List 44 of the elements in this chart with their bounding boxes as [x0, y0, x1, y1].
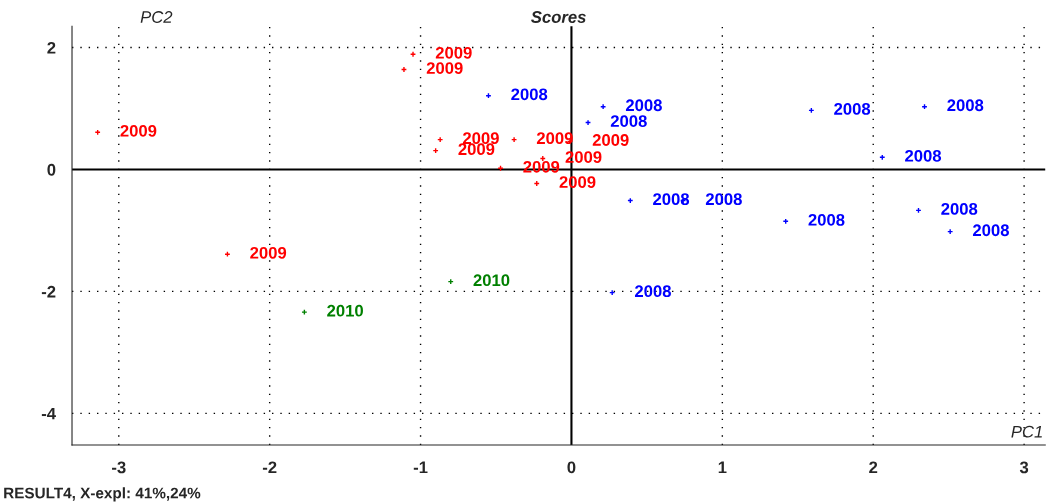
x-tick-label: 0	[567, 461, 576, 474]
x-axis-title: PC1	[1011, 425, 1042, 438]
y-tick-label: -4	[41, 407, 56, 420]
x-tick-label: -2	[262, 461, 277, 474]
y-tick-label: 2	[47, 41, 56, 54]
text: 2008	[808, 213, 845, 226]
text: 2008	[972, 224, 1009, 237]
point	[600, 103, 607, 110]
text: 2008	[905, 149, 942, 162]
text: 2008	[610, 115, 647, 128]
text: 2009	[426, 62, 463, 74]
text: 2008	[511, 88, 548, 101]
text: 2008	[705, 193, 742, 206]
text: 2009	[435, 46, 472, 59]
series-label: 2010	[327, 304, 363, 317]
x-tick-label: -3	[112, 461, 126, 474]
point	[609, 289, 616, 296]
point	[400, 66, 408, 73]
text: RESULT4, X-expl: 41%,24%	[4, 487, 201, 502]
point	[301, 309, 308, 316]
text: 2008	[941, 202, 978, 215]
x-tick-label: 2	[869, 461, 878, 474]
text: 2010	[473, 274, 510, 287]
text: 2009	[592, 134, 629, 146]
series-label: 2008	[653, 193, 690, 206]
text: 2009	[120, 124, 157, 137]
text: 2009	[250, 246, 287, 259]
text: 2008	[834, 103, 871, 115]
x-tick-label: 1	[718, 461, 727, 474]
y-tick-label: 0	[47, 163, 56, 176]
point	[511, 136, 518, 143]
text: 2009	[458, 143, 495, 156]
chart-title: Scores	[531, 11, 586, 23]
x-tick-label: -1	[413, 461, 428, 474]
point	[409, 51, 417, 58]
text: 2008	[947, 99, 984, 112]
x-tick-label: 3	[1019, 461, 1029, 474]
text: 2008	[634, 285, 671, 298]
point	[947, 228, 954, 235]
point	[584, 119, 592, 126]
y-axis-title: PC2	[140, 11, 173, 23]
text: 2008	[625, 99, 662, 112]
y-tick-label: -2	[41, 285, 56, 298]
point	[437, 136, 444, 143]
